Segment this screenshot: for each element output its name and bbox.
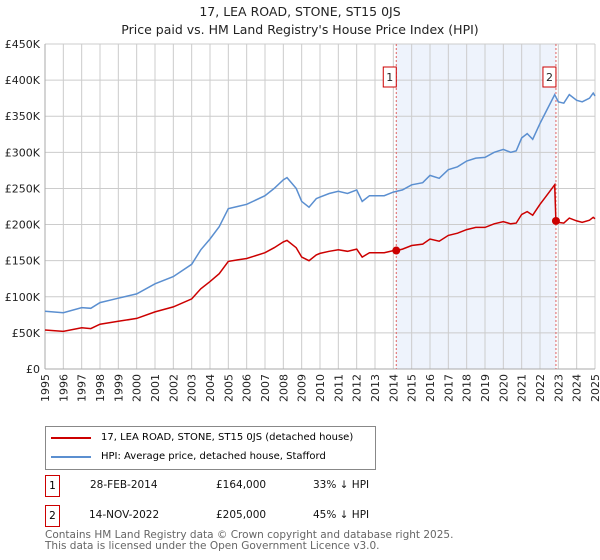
transaction-date: 28-FEB-2014 [90, 479, 158, 491]
x-tick-label: 2025 [589, 374, 600, 402]
y-tick-label: £300K [5, 146, 41, 159]
x-tick-label: 2007 [259, 374, 272, 402]
hpi-line [44, 91, 596, 314]
y-tick-label: £50K [12, 327, 41, 340]
x-tick-label: 2016 [424, 374, 437, 402]
annotation-label: 2 [546, 71, 553, 84]
x-tick-label: 2005 [222, 374, 235, 402]
annotation-box [382, 66, 397, 88]
x-tick-label: 2012 [351, 374, 364, 402]
transaction-badge: 1 [45, 475, 60, 497]
x-tick-label: 2011 [332, 374, 345, 402]
x-tick-label: 1996 [57, 374, 70, 402]
legend-item-hpi: HPI: Average price, detached house, Staf… [51, 451, 326, 462]
footer-line-1: Contains HM Land Registry data © Crown c… [45, 529, 454, 541]
y-tick-label: £250K [5, 182, 41, 195]
y-tick-label: £100K [5, 291, 41, 304]
x-tick-label: 2023 [552, 374, 565, 402]
legend-swatch-red [51, 436, 91, 439]
x-tick-label: 1997 [76, 374, 89, 402]
transaction-hpi: 45% ↓ HPI [313, 509, 370, 521]
chart-title: 17, LEA ROAD, STONE, ST15 0JS [199, 4, 401, 19]
x-tick-label: 2010 [314, 374, 327, 402]
x-tick-label: 2000 [131, 374, 144, 402]
x-tick-label: 2009 [296, 374, 309, 402]
x-tick-label: 2015 [406, 374, 419, 402]
chart-subtitle: Price paid vs. HM Land Registry's House … [121, 22, 479, 37]
x-tick-label: 2024 [571, 374, 584, 402]
x-tick-label: 2002 [167, 374, 180, 402]
sale-point [392, 246, 401, 255]
x-tick-label: 2014 [387, 374, 400, 402]
transaction-badge: 2 [45, 505, 60, 527]
x-tick-label: 2013 [369, 374, 382, 402]
footer: Contains HM Land Registry data © Crown c… [45, 530, 453, 552]
transaction-hpi: 33% ↓ HPI [313, 479, 370, 491]
x-tick-label: 2019 [479, 374, 492, 402]
x-tick-label: 2004 [204, 374, 217, 402]
x-tick-label: 2017 [442, 374, 455, 402]
transaction-price: £205,000 [216, 509, 267, 521]
annotation-label: 1 [386, 71, 393, 84]
y-tick-label: £400K [5, 74, 41, 87]
legend-swatch-blue [51, 455, 91, 458]
transaction-price: £164,000 [216, 479, 267, 491]
annotation-box [542, 66, 557, 88]
x-tick-label: 2021 [516, 374, 529, 402]
y-tick-label: £150K [5, 255, 41, 268]
legend: 17, LEA ROAD, STONE, ST15 0JS (detached … [45, 426, 376, 470]
y-tick-label: £350K [5, 110, 41, 123]
legend-item-property: 17, LEA ROAD, STONE, ST15 0JS (detached … [51, 432, 353, 443]
x-tick-label: 1995 [39, 374, 52, 402]
x-tick-label: 1998 [94, 374, 107, 402]
sale-point [551, 216, 560, 225]
shaded-region [396, 44, 556, 369]
y-tick-label: £0 [26, 363, 40, 376]
x-tick-label: 2003 [186, 374, 199, 402]
y-tick-label: £200K [5, 219, 41, 232]
x-tick-label: 2006 [241, 374, 254, 402]
x-tick-label: 2001 [149, 374, 162, 402]
legend-label: 17, LEA ROAD, STONE, ST15 0JS (detached … [101, 432, 354, 443]
x-tick-label: 2020 [497, 374, 510, 402]
x-tick-label: 2008 [277, 374, 290, 402]
legend-label: HPI: Average price, detached house, Staf… [101, 451, 326, 462]
price-paid-line [44, 182, 596, 333]
x-tick-label: 2018 [461, 374, 474, 402]
x-tick-label: 1999 [112, 374, 125, 402]
y-tick-label: £450K [5, 38, 41, 51]
footer-line-2: This data is licensed under the Open Gov… [45, 540, 380, 552]
price-chart: 1995 1996 1997 1998 1999 2000 2001 2002 2003 2004… [5, 38, 600, 402]
transaction-date: 14-NOV-2022 [89, 509, 160, 521]
x-tick-label: 2022 [534, 374, 547, 402]
